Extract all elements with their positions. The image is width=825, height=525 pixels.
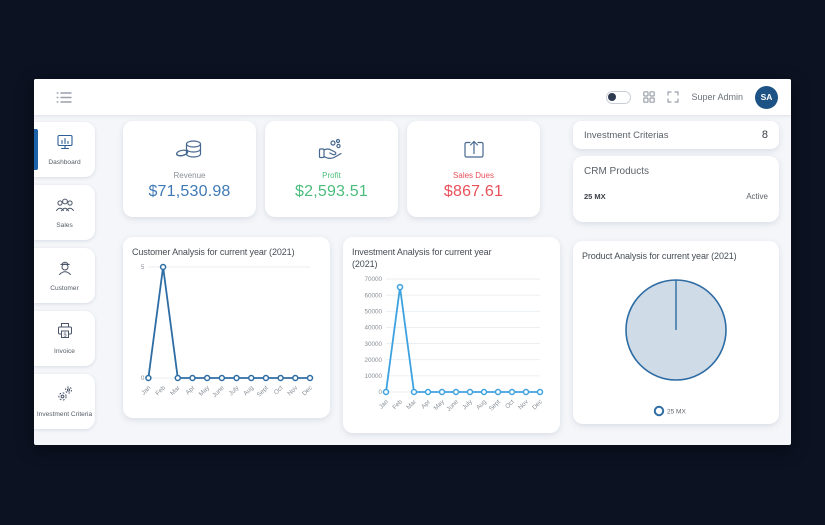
svg-text:Sept: Sept (256, 384, 270, 398)
stat-label: Sales Dues (453, 171, 494, 180)
stat-label: Revenue (173, 171, 206, 180)
sidebar-item-dashboard[interactable]: Dashboard (34, 122, 95, 177)
coins-stack-icon (174, 137, 206, 168)
crm-products-title: CRM Products (584, 166, 650, 177)
stat-value: $71,530.98 (148, 183, 231, 200)
svg-text:Sept: Sept (488, 399, 502, 413)
theme-toggle[interactable] (606, 90, 632, 104)
grid-icon[interactable] (643, 91, 656, 103)
chart-title: Product Analysis for current year (2021) (582, 251, 737, 261)
svg-text:Feb: Feb (391, 398, 404, 411)
avatar[interactable]: SA (755, 85, 778, 109)
fullscreen-icon[interactable] (667, 91, 680, 103)
sidebar-item-sales[interactable]: Sales (34, 185, 95, 240)
profit-card: Profit $2,593.51 (265, 121, 398, 217)
svg-text:Oct: Oct (273, 384, 285, 396)
svg-text:25 MX: 25 MX (667, 409, 686, 416)
customer-analysis-line-chart: 0 5 Jan Feb Mar Apr May June July Aug Sept Oct Nov De… (140, 263, 314, 399)
crm-product-row: 25 MX Active (584, 192, 768, 201)
hand-coins-icon (316, 137, 348, 168)
svg-text:Mar: Mar (405, 399, 418, 412)
investment-analysis-line-chart: 0 10000 20000 30000 40000 50000 60000 70000 Jan F… (364, 276, 544, 413)
svg-text:5: 5 (141, 264, 145, 271)
svg-text:Aug: Aug (242, 384, 255, 397)
investment-criterias-count: 8 (761, 129, 768, 141)
stat-value: $2,593.51 (295, 183, 368, 200)
svg-text:0: 0 (141, 375, 145, 382)
revenue-card: Revenue $71,530.98 (123, 121, 256, 217)
sales-people-icon (54, 196, 76, 219)
menu-list-icon[interactable] (56, 91, 72, 104)
investment-analysis-chart-card: Investment Analysis for current year (20… (343, 237, 560, 433)
sidebar-item-label: Sales (56, 221, 73, 229)
svg-text:10000: 10000 (364, 373, 382, 380)
svg-text:Mar: Mar (169, 385, 182, 398)
svg-text:40000: 40000 (364, 325, 382, 332)
svg-text:0: 0 (378, 389, 382, 396)
sidebar-item-customer[interactable]: Customer (34, 248, 95, 303)
stat-label: Profit (322, 171, 341, 180)
svg-text:50000: 50000 (364, 309, 382, 316)
svg-text:Apr: Apr (184, 385, 196, 397)
sidebar-item-label: Customer (50, 285, 79, 293)
crm-product-status: Active (746, 192, 768, 201)
dashboard-icon (55, 133, 75, 156)
svg-text:Aug: Aug (475, 398, 488, 411)
svg-text:Nov: Nov (517, 398, 530, 411)
svg-text:Apr: Apr (420, 399, 432, 411)
app-window: Super Admin SA Dashboard (34, 79, 791, 445)
svg-text:Jan: Jan (140, 384, 152, 396)
svg-text:Oct: Oct (504, 399, 516, 411)
customer-icon (55, 258, 75, 282)
sidebar-item-label: Dashboard (48, 158, 81, 166)
svg-text:Feb: Feb (154, 384, 167, 397)
svg-text:20000: 20000 (364, 357, 382, 364)
svg-text:30000: 30000 (364, 341, 382, 348)
stats-row: Revenue $71,530.98 Profit (123, 121, 560, 217)
main-content: Revenue $71,530.98 Profit (95, 115, 791, 445)
svg-text:60000: 60000 (364, 293, 382, 300)
product-analysis-pie-chart: 25 MX (625, 279, 727, 417)
svg-text:70000: 70000 (364, 276, 382, 283)
svg-text:Nov: Nov (286, 384, 299, 397)
investment-criterias-label: Investment Criterias (584, 129, 669, 141)
customer-analysis-chart-card: Customer Analysis for current year (2021… (123, 237, 330, 418)
sidebar-item-label: Investment Criteria (36, 411, 93, 419)
toggle-knob (608, 92, 617, 101)
svg-text:July: July (461, 398, 474, 411)
sidebar-item-invoice[interactable]: $ Invoice (34, 311, 95, 366)
crm-product-name: 25 MX (584, 192, 606, 201)
product-analysis-chart-card: Product Analysis for current year (2021)… (573, 241, 779, 424)
svg-text:$: $ (63, 333, 66, 339)
svg-text:May: May (433, 398, 447, 412)
invoice-printer-icon: $ (55, 321, 75, 345)
gears-icon (55, 384, 75, 408)
svg-text:Dec: Dec (531, 399, 544, 412)
svg-text:July: July (228, 384, 241, 397)
svg-text:June: June (211, 384, 226, 399)
svg-text:Jan: Jan (378, 398, 390, 410)
sidebar-item-label: Invoice (54, 348, 75, 356)
svg-text:May: May (198, 384, 212, 398)
sidebar: Dashboard Sales (34, 115, 95, 445)
topbar: Super Admin SA (34, 79, 791, 115)
chart-title: Customer Analysis for current year (2021… (132, 247, 295, 257)
sidebar-item-investment-criteria[interactable]: Investment Criteria (34, 374, 95, 429)
svg-text:June: June (445, 398, 460, 413)
chart-title: Investment Analysis for current year (20… (352, 247, 492, 270)
box-arrow-up-icon (459, 137, 489, 168)
stat-value: $867.61 (443, 183, 504, 200)
investment-criterias-card: Investment Criterias 8 (573, 121, 779, 149)
crm-products-card: CRM Products 25 MX Active (573, 156, 779, 222)
user-name[interactable]: Super Admin (691, 92, 743, 102)
svg-text:Dec: Dec (301, 385, 314, 398)
sales-dues-card: Sales Dues $867.61 (407, 121, 540, 217)
